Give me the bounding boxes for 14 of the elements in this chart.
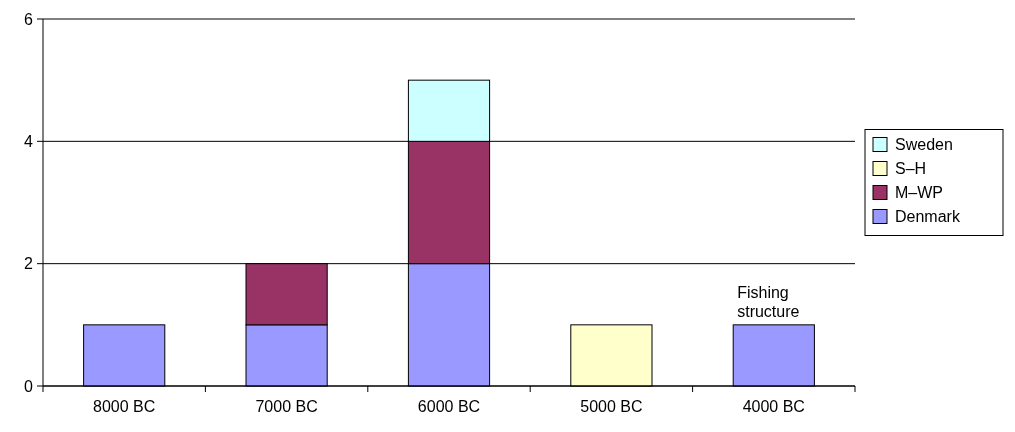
legend-label: Denmark xyxy=(895,208,961,226)
y-tick-label: 2 xyxy=(24,255,34,273)
legend-label: M–WP xyxy=(895,184,943,202)
x-tick-label: 7000 BC xyxy=(255,398,318,415)
x-tick-label: 8000 BC xyxy=(93,398,156,415)
x-tick-label: 5000 BC xyxy=(580,398,643,415)
legend-label: S–H xyxy=(895,160,927,178)
annotation: Fishing structure xyxy=(737,283,800,320)
legend-label: Sweden xyxy=(895,136,953,154)
y-tick-label: 0 xyxy=(24,377,34,395)
y-tick-label: 6 xyxy=(24,10,34,28)
x-tick-label: 6000 BC xyxy=(417,398,481,415)
y-tick-label: 4 xyxy=(24,132,34,150)
x-tick-label: 4000 BC xyxy=(742,398,805,415)
